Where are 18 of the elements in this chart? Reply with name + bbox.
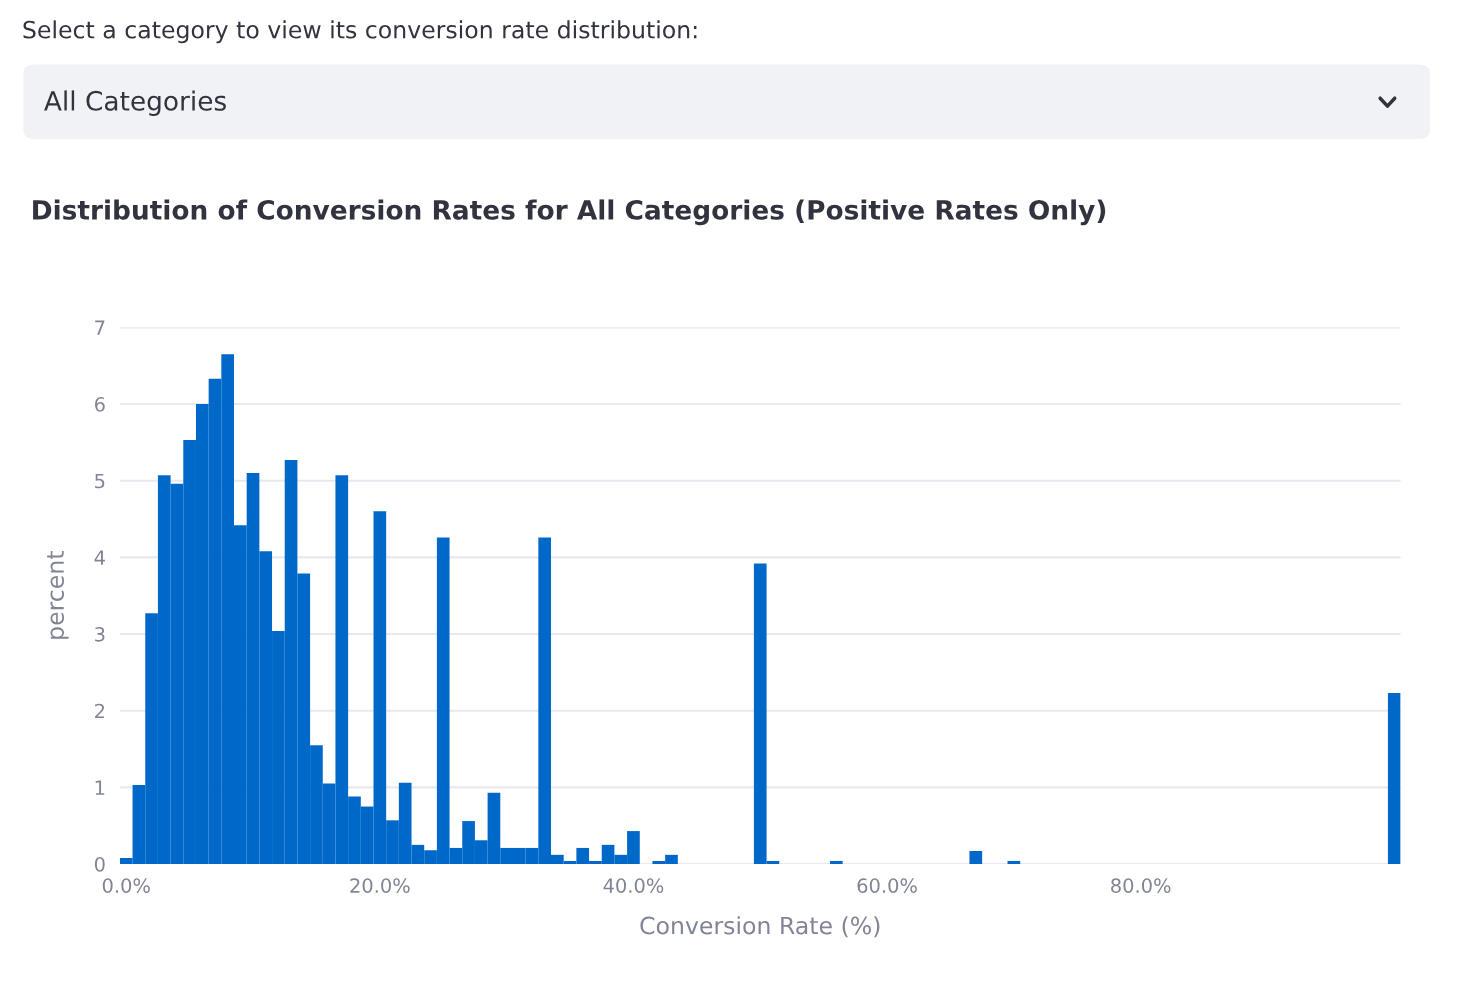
y-tick-label: 2 [95,703,105,719]
y-tick-label: 3 [95,626,105,642]
x-tick-label: 20.0% [350,878,410,893]
y-tick-label: 4 [94,550,105,565]
y-axis-title: percent [47,551,69,639]
y-tick-label: 6 [94,396,105,412]
x-tick-label: 40.0% [603,878,664,893]
text: All Categories [44,90,226,116]
y-tick-label: 7 [95,320,105,335]
y-tick-label: 1 [95,780,105,795]
x-tick-label: 0.0% [102,878,150,893]
y-tick-label: 5 [95,473,105,489]
x-axis-title: Conversion Rate (%) [640,916,880,938]
text: Select a category to view its conversion rate distribution: [23,20,697,44]
y-tick-label: 0 [94,856,105,872]
x-tick-label: 60.0% [857,878,917,893]
x-tick-label: 80.0% [1111,878,1171,893]
chart-title: Distribution of Conversion Rates for All Categories (Positive Rates Only) [33,199,1106,226]
